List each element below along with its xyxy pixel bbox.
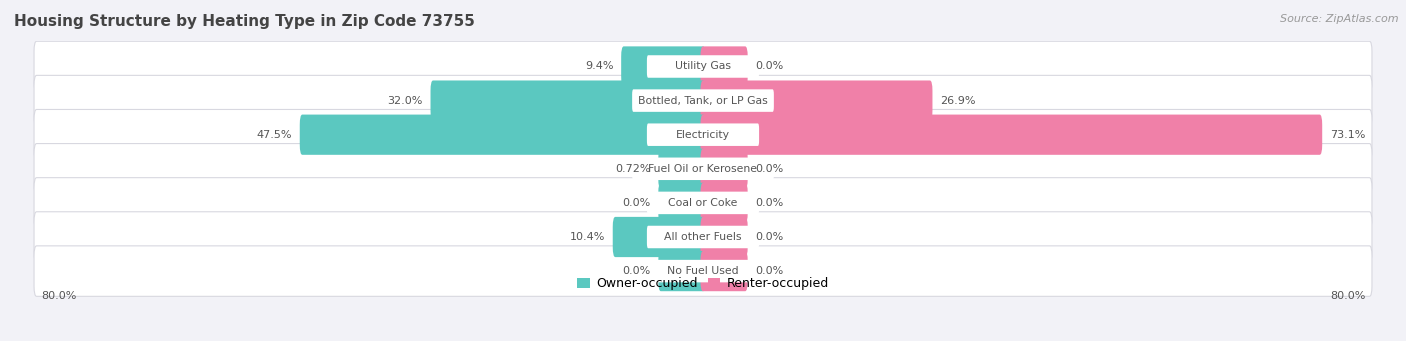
FancyBboxPatch shape [34, 75, 1372, 126]
Text: 0.0%: 0.0% [755, 61, 783, 72]
FancyBboxPatch shape [633, 89, 773, 112]
Text: 0.0%: 0.0% [755, 164, 783, 174]
FancyBboxPatch shape [700, 149, 748, 189]
FancyBboxPatch shape [299, 115, 706, 155]
FancyBboxPatch shape [34, 212, 1372, 262]
FancyBboxPatch shape [621, 46, 706, 87]
FancyBboxPatch shape [633, 158, 773, 180]
FancyBboxPatch shape [700, 251, 748, 291]
Text: 0.0%: 0.0% [755, 198, 783, 208]
Text: 32.0%: 32.0% [388, 95, 423, 106]
FancyBboxPatch shape [700, 80, 932, 121]
FancyBboxPatch shape [34, 41, 1372, 92]
FancyBboxPatch shape [34, 178, 1372, 228]
Text: 10.4%: 10.4% [569, 232, 605, 242]
Text: 9.4%: 9.4% [585, 61, 613, 72]
FancyBboxPatch shape [700, 115, 1322, 155]
Text: 47.5%: 47.5% [257, 130, 292, 140]
Text: Fuel Oil or Kerosene: Fuel Oil or Kerosene [648, 164, 758, 174]
FancyBboxPatch shape [700, 217, 748, 257]
FancyBboxPatch shape [658, 251, 706, 291]
FancyBboxPatch shape [34, 109, 1372, 160]
FancyBboxPatch shape [647, 260, 759, 282]
Text: No Fuel Used: No Fuel Used [668, 266, 738, 276]
Text: All other Fuels: All other Fuels [664, 232, 742, 242]
FancyBboxPatch shape [613, 217, 706, 257]
Text: 80.0%: 80.0% [41, 291, 76, 301]
FancyBboxPatch shape [34, 246, 1372, 296]
Legend: Owner-occupied, Renter-occupied: Owner-occupied, Renter-occupied [578, 278, 828, 291]
Text: 80.0%: 80.0% [1330, 291, 1365, 301]
Text: 0.0%: 0.0% [623, 266, 651, 276]
Text: Electricity: Electricity [676, 130, 730, 140]
FancyBboxPatch shape [700, 46, 748, 87]
FancyBboxPatch shape [658, 149, 706, 189]
FancyBboxPatch shape [647, 55, 759, 78]
FancyBboxPatch shape [647, 192, 759, 214]
FancyBboxPatch shape [700, 183, 748, 223]
Text: 26.9%: 26.9% [941, 95, 976, 106]
FancyBboxPatch shape [647, 226, 759, 248]
Text: 0.0%: 0.0% [755, 232, 783, 242]
Text: 0.0%: 0.0% [755, 266, 783, 276]
FancyBboxPatch shape [34, 144, 1372, 194]
Text: Coal or Coke: Coal or Coke [668, 198, 738, 208]
Text: 0.0%: 0.0% [623, 198, 651, 208]
FancyBboxPatch shape [430, 80, 706, 121]
Text: Bottled, Tank, or LP Gas: Bottled, Tank, or LP Gas [638, 95, 768, 106]
FancyBboxPatch shape [658, 183, 706, 223]
Text: Source: ZipAtlas.com: Source: ZipAtlas.com [1281, 14, 1399, 24]
Text: Housing Structure by Heating Type in Zip Code 73755: Housing Structure by Heating Type in Zip… [14, 14, 475, 29]
FancyBboxPatch shape [647, 123, 759, 146]
Text: Utility Gas: Utility Gas [675, 61, 731, 72]
Text: 0.72%: 0.72% [616, 164, 651, 174]
Text: 73.1%: 73.1% [1330, 130, 1365, 140]
